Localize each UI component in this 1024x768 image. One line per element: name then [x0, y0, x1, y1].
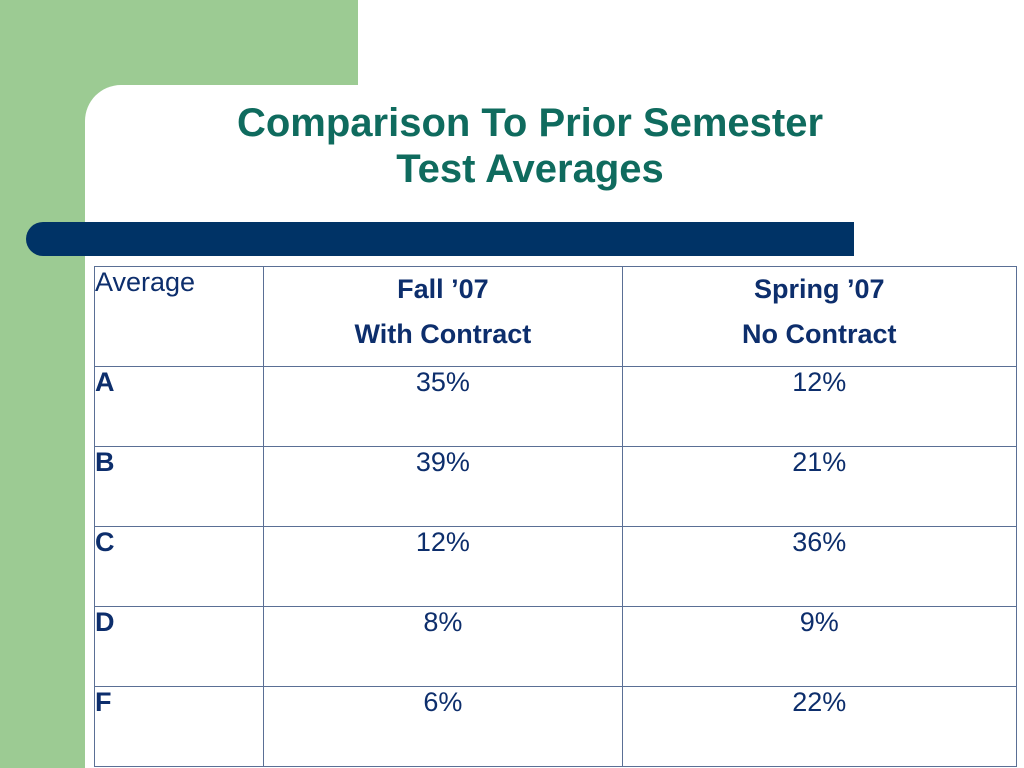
header-average: Average [93, 266, 265, 367]
table-row: C 12% 36% [93, 526, 1018, 607]
title-line-1: Comparison To Prior Semester [236, 101, 824, 145]
spring-value: 36% [621, 526, 1018, 607]
table-header-row: Average Fall ’07 With Contract Spring ’0… [93, 266, 1018, 367]
grade-label: A [93, 366, 265, 447]
table-row: A 35% 12% [93, 366, 1018, 447]
title-line-2: Test Averages [396, 147, 664, 191]
grade-label: C [93, 526, 265, 607]
spring-value: 22% [621, 686, 1018, 767]
header-fall-07: Fall ’07 With Contract [263, 266, 623, 367]
fall-value: 12% [263, 526, 623, 607]
spring-value: 21% [621, 446, 1018, 527]
grade-comparison-table: Average Fall ’07 With Contract Spring ’0… [93, 266, 1018, 767]
table-row: F 6% 22% [93, 686, 1018, 767]
spring-value: 12% [621, 366, 1018, 447]
table-row: B 39% 21% [93, 446, 1018, 527]
title-divider-bar [26, 222, 854, 256]
fall-value: 35% [263, 366, 623, 447]
grade-label: B [93, 446, 265, 527]
fall-value: 8% [263, 606, 623, 687]
grade-label: D [93, 606, 265, 687]
header-spring-line-1: Spring ’07 [754, 274, 885, 304]
table-row: D 8% 9% [93, 606, 1018, 687]
spring-value: 9% [621, 606, 1018, 687]
slide-title: Comparison To Prior Semester Test Averag… [0, 100, 1024, 192]
grade-label: F [93, 686, 265, 767]
header-spring-07: Spring ’07 No Contract [621, 266, 1018, 367]
fall-value: 6% [263, 686, 623, 767]
fall-value: 39% [263, 446, 623, 527]
header-fall-line-2: With Contract [354, 319, 532, 349]
header-spring-line-2: No Contract [742, 319, 897, 349]
header-fall-line-1: Fall ’07 [397, 274, 489, 304]
